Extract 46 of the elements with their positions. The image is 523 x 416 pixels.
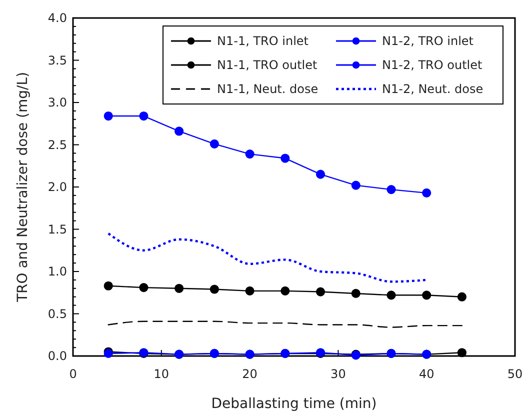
point — [386, 290, 396, 300]
point — [210, 284, 219, 294]
y-tick-label: 4.0 — [48, 11, 67, 26]
legend-label: N1-1, Neut. dose — [217, 82, 318, 96]
legend-label: N1-1, TRO inlet — [217, 34, 309, 48]
y-tick-label: 0.0 — [48, 349, 67, 364]
point — [245, 149, 254, 159]
x-tick-label: 20 — [242, 367, 258, 381]
point — [139, 111, 148, 121]
point — [422, 290, 432, 300]
y-axis-title: TRO and Neutralizer dose (mg/L) — [15, 72, 31, 304]
x-tick-label: 0 — [69, 367, 77, 381]
point — [351, 180, 360, 190]
point — [245, 286, 254, 296]
point — [174, 284, 184, 293]
point — [280, 154, 290, 163]
y-tick-label: 2.0 — [48, 180, 67, 194]
legend-label: N1-2, TRO inlet — [382, 34, 474, 48]
point — [316, 170, 326, 179]
point — [457, 292, 467, 302]
legend-label: N1-2, Neut. dose — [382, 82, 484, 96]
line-series — [107, 232, 428, 283]
point — [174, 126, 184, 136]
x-tick-label: 30 — [330, 367, 346, 381]
point — [210, 139, 219, 148]
y-tick-label: 1.5 — [48, 222, 67, 236]
y-tick-label: 3.0 — [48, 96, 67, 110]
x-tick-label: 10 — [154, 367, 170, 381]
point — [104, 281, 113, 290]
y-tick-label: 2.5 — [48, 138, 67, 152]
legend-label: N1-1, TRO outlet — [217, 58, 318, 72]
x-axis-title: Deballasting time (min) — [211, 396, 377, 412]
point — [280, 286, 290, 296]
point — [104, 111, 113, 121]
point — [351, 288, 360, 298]
y-tick-label: 0.5 — [48, 306, 67, 321]
point — [316, 287, 326, 296]
point — [457, 348, 467, 358]
point — [422, 188, 432, 198]
x-tick-label: 40 — [418, 367, 434, 381]
legend-label: N1-2, TRO outlet — [382, 58, 482, 72]
point — [386, 184, 396, 194]
x-tick-label: 50 — [507, 367, 523, 381]
y-tick-label: 1.0 — [48, 264, 67, 279]
y-tick-label: 3.5 — [48, 53, 67, 68]
point — [139, 283, 148, 292]
